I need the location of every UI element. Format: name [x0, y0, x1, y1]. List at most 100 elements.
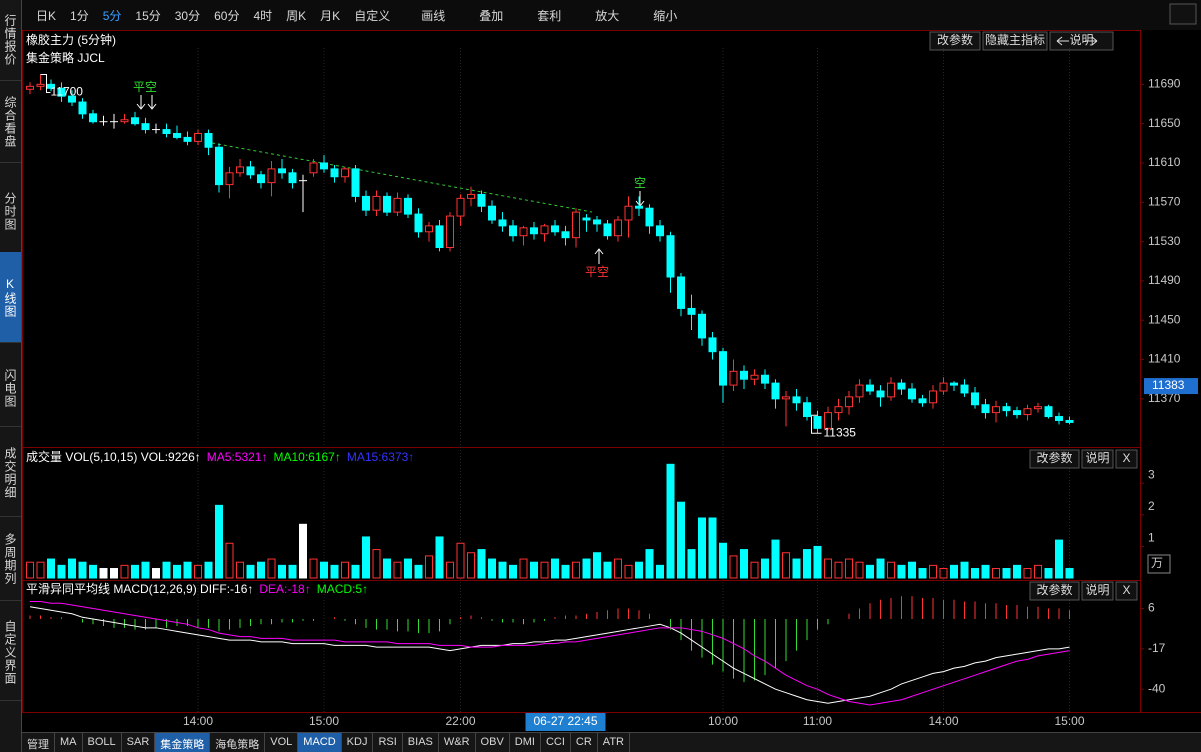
- indicator-tab[interactable]: SAR: [122, 733, 156, 752]
- candle-body: [855, 384, 864, 398]
- candle-body: [488, 205, 496, 221]
- indicator-tab[interactable]: KDJ: [342, 733, 374, 752]
- sidebar-tab[interactable]: 闪电图: [0, 350, 21, 427]
- panel-button[interactable]: [1115, 449, 1138, 469]
- signal-label: 平空: [133, 80, 157, 94]
- volume-bar: [498, 561, 507, 579]
- indicator-tab[interactable]: CCI: [541, 733, 571, 752]
- volume-bar: [215, 504, 223, 579]
- indicator-tab[interactable]: W&R: [439, 733, 476, 752]
- candle-body: [656, 225, 664, 237]
- toolbar-button[interactable]: 60分: [214, 8, 240, 23]
- panel-button[interactable]: [982, 31, 1048, 51]
- volume-bar: [26, 561, 34, 579]
- toolbar-button[interactable]: 周K: [286, 8, 307, 23]
- sidebar-tab[interactable]: K线图: [0, 252, 21, 343]
- sidebar-tab[interactable]: 成交明细: [0, 430, 21, 517]
- candle-body: [582, 217, 591, 221]
- toolbar-button[interactable]: 缩小: [653, 8, 678, 23]
- indicator-tab[interactable]: 集金策略: [155, 733, 211, 752]
- candle-body: [320, 162, 328, 170]
- toolbar-button[interactable]: 1分: [70, 8, 89, 23]
- sidebar-tab[interactable]: 行情报价: [0, 0, 21, 81]
- toolbar-button[interactable]: 30分: [174, 8, 201, 23]
- sidebar-tab[interactable]: 综合看盘: [0, 82, 21, 163]
- toolbar-button[interactable]: 4时: [253, 8, 273, 23]
- signal-label: 空: [634, 176, 646, 190]
- volume-bar: [47, 558, 55, 579]
- sidebar-tab[interactable]: 多周期列: [0, 518, 21, 601]
- unit-label: 万: [1151, 556, 1163, 570]
- volume-bar: [194, 564, 202, 579]
- volume-bar: [624, 564, 633, 579]
- indicator-tab[interactable]: MA: [55, 733, 83, 752]
- panel-button[interactable]: [1029, 581, 1080, 601]
- candle-body: [824, 412, 832, 429]
- volume-bar: [309, 558, 318, 579]
- indicator-tab[interactable]: DMI: [510, 733, 541, 752]
- volume-bar: [110, 568, 118, 579]
- candle-body: [561, 231, 570, 239]
- y-tick-label: 6: [1148, 601, 1155, 615]
- candle-body: [1065, 419, 1074, 423]
- volume-bar: [362, 536, 370, 579]
- volume-bar: [960, 561, 969, 579]
- panel-button[interactable]: [929, 31, 981, 51]
- toolbar-button[interactable]: 画线: [421, 8, 446, 23]
- volume-bar: [656, 564, 664, 579]
- indicator-tab[interactable]: OBV: [476, 733, 510, 752]
- indicator-tab[interactable]: 海龟策略: [210, 733, 266, 752]
- candle-body: [498, 219, 507, 227]
- candle-body: [603, 223, 612, 237]
- x-tick-label: 14:00: [928, 714, 958, 728]
- candle-body: [309, 162, 318, 174]
- y-tick-label: 11410: [1148, 352, 1181, 366]
- indicator-tab[interactable]: RSI: [373, 733, 403, 752]
- y-tick-label: 11450: [1148, 312, 1181, 326]
- panel-button[interactable]: [1081, 581, 1114, 601]
- toolbar-button[interactable]: 15分: [135, 8, 161, 23]
- candle-body: [246, 166, 255, 176]
- candle-body: [771, 382, 780, 400]
- volume-bar: [887, 561, 895, 579]
- sidebar-tab[interactable]: 分时图: [0, 170, 21, 253]
- toolbar-button[interactable]: 月K: [320, 8, 341, 23]
- candle-body: [78, 101, 87, 115]
- indicator-tab[interactable]: CR: [571, 733, 598, 752]
- candle-body: [47, 83, 55, 89]
- volume-bar: [740, 549, 748, 579]
- indicator-tab[interactable]: BOLL: [83, 733, 122, 752]
- window-button[interactable]: [1169, 3, 1197, 25]
- volume-bar: [446, 561, 454, 579]
- toolbar-button[interactable]: 日K: [36, 8, 57, 23]
- x-tick-label: 11:00: [803, 714, 832, 728]
- toolbar-button[interactable]: 5分: [102, 8, 122, 23]
- panel-button[interactable]: [1049, 31, 1114, 51]
- indicator-tab[interactable]: VOL: [265, 733, 299, 752]
- toolbar-button[interactable]: 自定义: [354, 8, 391, 23]
- panel-button[interactable]: [1029, 449, 1080, 469]
- volume-bar: [204, 561, 213, 579]
- y-tick-label: 11690: [1148, 77, 1181, 91]
- panel-button[interactable]: [1115, 581, 1138, 601]
- toolbar-button[interactable]: 套利: [537, 8, 562, 23]
- toolbar-button[interactable]: 叠加: [479, 8, 504, 23]
- indicator-tab[interactable]: MACD: [298, 733, 342, 752]
- candle-body: [1013, 410, 1021, 416]
- volume-bar: [414, 564, 423, 579]
- volume-bar: [551, 558, 559, 579]
- indicator-tab[interactable]: 管理: [22, 733, 55, 752]
- volume-bar: [719, 542, 727, 579]
- toolbar-button[interactable]: 放大: [595, 8, 620, 23]
- candle-body: [131, 117, 139, 125]
- indicator-tab[interactable]: BIAS: [403, 733, 439, 752]
- sidebar-tab[interactable]: 自定义界面: [0, 604, 21, 701]
- indicator-tab[interactable]: ATR: [598, 733, 630, 752]
- volume-bar: [540, 561, 549, 579]
- volume-bar: [456, 542, 465, 579]
- candle-body: [572, 211, 580, 239]
- x-tick-label: 22:00: [445, 714, 475, 728]
- panel-button[interactable]: [1081, 449, 1114, 469]
- candle-body: [477, 193, 486, 207]
- volume-bar: [593, 552, 601, 579]
